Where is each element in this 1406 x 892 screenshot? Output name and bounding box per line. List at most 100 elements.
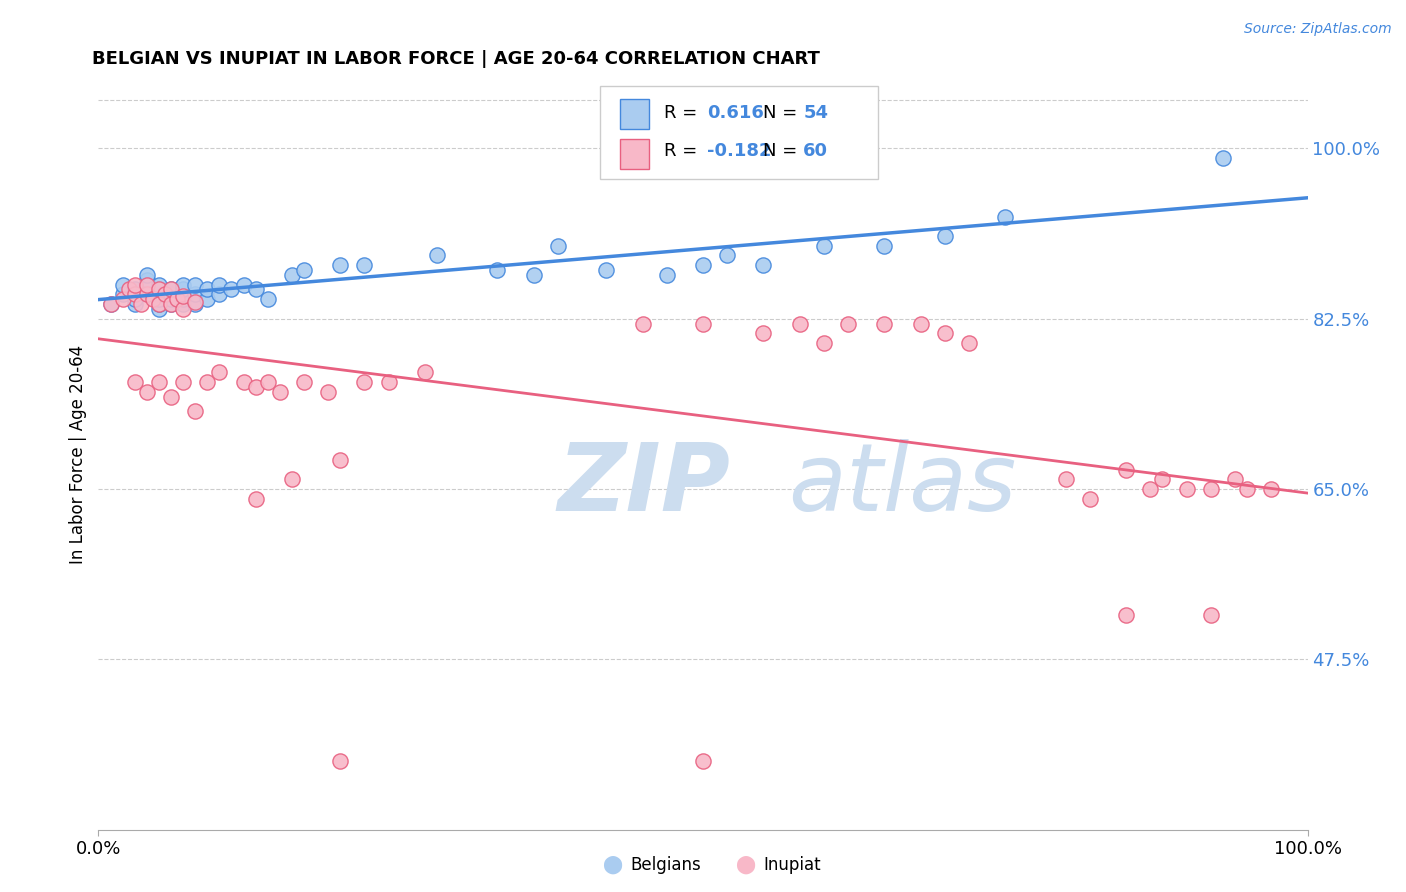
Point [160,287,183,301]
Point [813,238,835,252]
FancyBboxPatch shape [620,139,648,169]
Point [873,317,896,331]
Point [1175,482,1198,496]
Point [353,375,375,389]
Text: Inupiat: Inupiat [763,856,821,874]
Point [1199,482,1222,496]
Point [160,390,183,404]
Text: 60: 60 [803,142,828,160]
Point [426,248,449,262]
Text: ⬤: ⬤ [602,856,621,874]
Point [1260,482,1282,496]
Point [111,277,134,292]
Point [184,295,207,310]
Text: Source: ZipAtlas.com: Source: ZipAtlas.com [1244,22,1392,37]
Point [789,317,811,331]
Point [595,263,617,277]
Point [1152,472,1174,486]
Point [124,287,146,301]
Point [692,258,714,272]
Point [124,297,146,311]
Point [148,375,170,389]
Point [172,283,194,297]
Point [752,258,775,272]
Point [135,273,157,287]
Point [124,375,146,389]
Text: R =: R = [664,104,703,122]
Point [934,326,956,341]
Point [160,297,183,311]
Point [135,287,157,301]
Point [160,283,183,297]
Point [124,292,146,306]
Point [245,283,267,297]
Point [184,277,207,292]
Point [245,380,267,394]
Point [172,292,194,306]
Point [292,263,315,277]
Point [221,283,243,297]
Point [232,375,254,389]
Point [184,404,207,418]
Text: ⬤: ⬤ [735,856,755,874]
Point [1223,472,1246,486]
Point [1139,482,1161,496]
Point [148,283,170,297]
Point [166,292,188,306]
Point [752,326,775,341]
Point [692,755,714,769]
Point [256,292,278,306]
Point [245,491,267,506]
Text: R =: R = [664,142,703,160]
Point [148,297,170,311]
Point [813,336,835,351]
Point [148,301,170,316]
Point [934,229,956,244]
Point [160,292,183,306]
Point [692,317,714,331]
Point [910,317,932,331]
Point [148,287,170,301]
Point [160,283,183,297]
Point [160,297,183,311]
Point [316,384,339,399]
Point [135,384,157,399]
Point [184,287,207,301]
Point [148,277,170,292]
Point [486,263,509,277]
Point [135,287,157,301]
Point [142,292,165,306]
Point [655,268,678,282]
Point [994,210,1017,224]
Point [281,268,304,282]
Point [269,384,291,399]
FancyBboxPatch shape [600,86,879,179]
Point [148,292,170,306]
FancyBboxPatch shape [620,99,648,129]
Point [111,287,134,301]
Point [1115,608,1137,623]
Point [172,297,194,311]
Point [873,238,896,252]
Point [377,375,399,389]
Point [1115,462,1137,476]
Point [111,292,134,306]
Point [100,297,122,311]
Point [118,283,141,297]
Point [1078,491,1101,506]
Point [153,287,176,301]
Point [172,301,194,316]
Point [124,277,146,292]
Point [135,283,157,297]
Point [184,297,207,311]
Point [631,317,654,331]
Y-axis label: In Labor Force | Age 20-64: In Labor Force | Age 20-64 [69,345,87,565]
Text: N =: N = [763,142,803,160]
Text: BELGIAN VS INUPIAT IN LABOR FORCE | AGE 20-64 CORRELATION CHART: BELGIAN VS INUPIAT IN LABOR FORCE | AGE … [93,50,820,68]
Point [232,277,254,292]
Point [135,277,157,292]
Point [353,258,375,272]
Point [100,297,122,311]
Point [172,375,194,389]
Point [716,248,738,262]
